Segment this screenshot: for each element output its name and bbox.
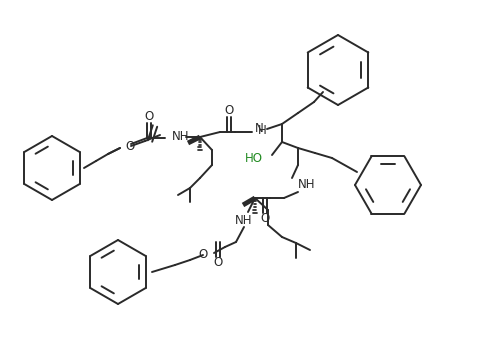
Text: NH: NH: [298, 179, 316, 192]
Text: H: H: [258, 124, 267, 137]
Text: O: O: [224, 105, 234, 118]
Text: NH: NH: [172, 131, 190, 144]
Text: O: O: [214, 256, 222, 269]
Text: HO: HO: [245, 153, 263, 166]
Text: N: N: [255, 121, 264, 134]
Text: O: O: [144, 110, 154, 123]
Text: NH: NH: [235, 213, 253, 226]
Text: O: O: [199, 249, 208, 262]
Text: O: O: [260, 211, 270, 224]
Text: O: O: [125, 140, 134, 153]
